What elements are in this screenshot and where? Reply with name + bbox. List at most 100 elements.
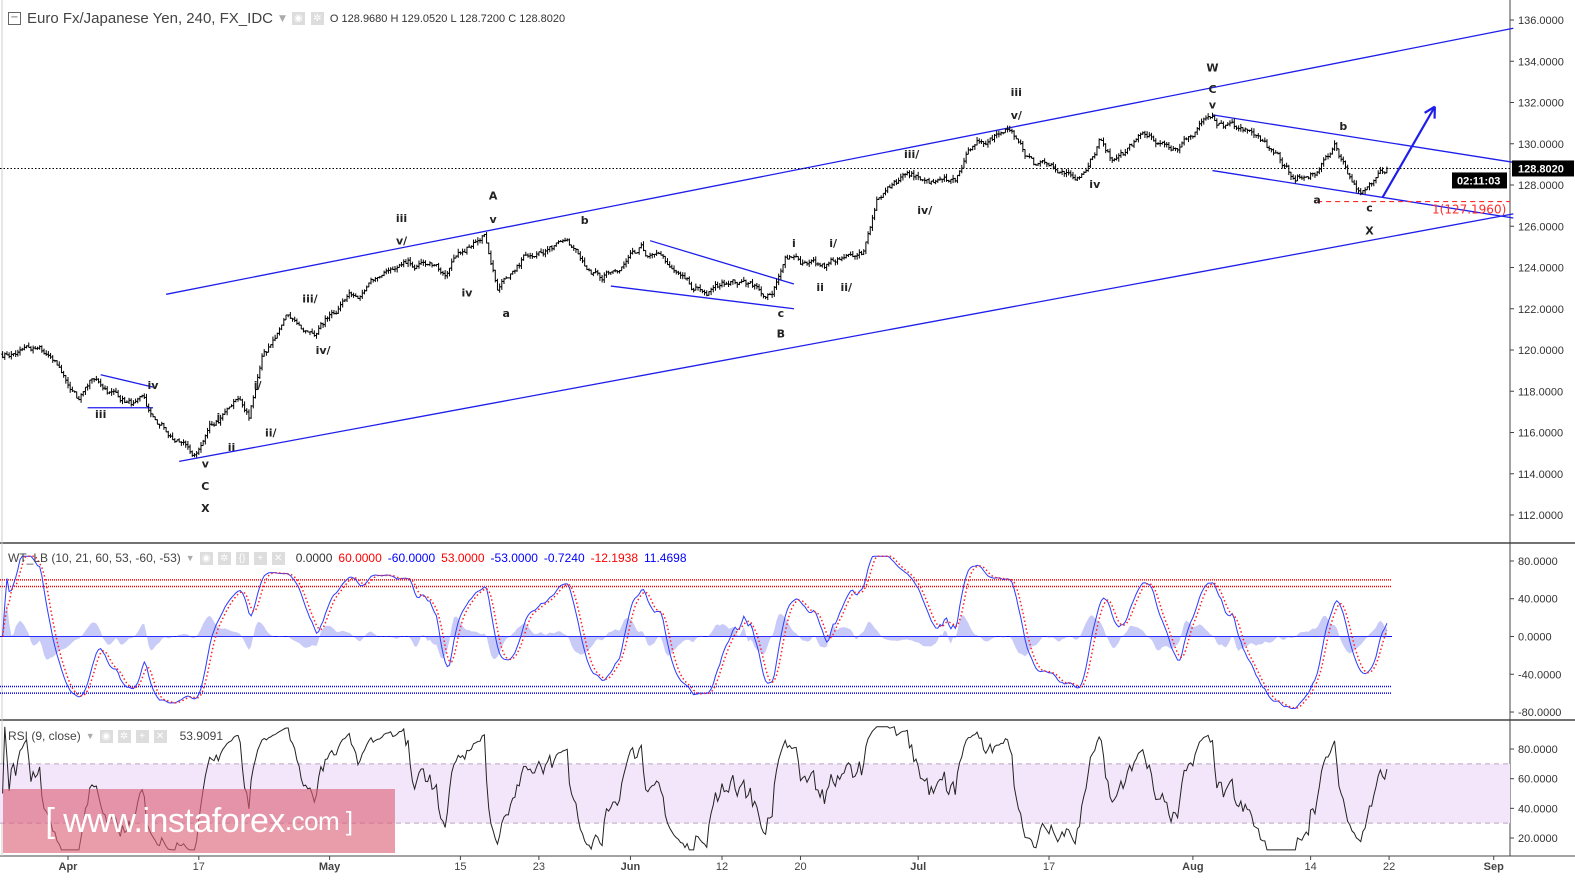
open-label: O: [329, 12, 339, 25]
price-tick-label: 136.0000: [1518, 15, 1564, 27]
eye-icon[interactable]: ◉: [199, 551, 213, 565]
low-value: 128.7200: [459, 12, 506, 25]
time-tick-label: Sep: [1484, 861, 1504, 873]
time-axis-bg: [0, 857, 1575, 880]
ohlc-values: O 128.9680 H 129.0520 L 128.7200 C 128.8…: [330, 13, 565, 25]
wt-value: -53.0000: [490, 551, 538, 565]
price-tick-label: 112.0000: [1518, 510, 1563, 522]
axes[interactable]: 112.0000114.0000116.0000118.0000120.0000…: [59, 15, 1574, 873]
collapse-icon[interactable]: −: [8, 12, 21, 25]
wave-label: iii: [396, 212, 407, 225]
close-icon[interactable]: ✕: [153, 729, 167, 743]
price-tick-label: 134.0000: [1518, 56, 1564, 68]
trendline-lower-channel: [179, 213, 1514, 463]
rsi-tick-label: 80.0000: [1518, 744, 1558, 756]
wave-label: C: [1208, 83, 1216, 96]
wave-label: v/: [396, 235, 408, 248]
rsi-line: [2, 726, 1388, 851]
rsi-legend: RSI (9, close) ▼ ◉ ✲ + ✕ 53.9091: [8, 729, 223, 743]
symbol-title[interactable]: Euro Fx/Japanese Yen, 240, FX_IDC: [27, 10, 273, 27]
wave-label: ii/: [840, 281, 853, 294]
rsi-tick-label: 40.0000: [1518, 803, 1558, 815]
time-tick-label: Jun: [621, 861, 641, 873]
wt-title[interactable]: WT_LB (10, 21, 60, 53, -60, -53): [8, 551, 181, 565]
trendline-june-wedge-lower: [610, 285, 795, 310]
eye-icon[interactable]: ◉: [99, 729, 113, 743]
rsi-title[interactable]: RSI (9, close): [8, 729, 81, 743]
rsi-value: 53.9091: [179, 729, 223, 743]
wave-label: v: [490, 213, 498, 226]
wave-label: W: [1206, 61, 1218, 74]
time-tick-label: 20: [794, 861, 806, 873]
wt-legend: WT_LB (10, 21, 60, 53, -60, -53) ▼ ◉ ✲ {…: [8, 551, 687, 565]
chevron-down-icon[interactable]: ▼: [85, 731, 95, 741]
bar-countdown-label: 02:11:03: [1457, 175, 1500, 187]
gear-icon[interactable]: ✲: [117, 729, 131, 743]
countdown-badge: [1452, 172, 1507, 189]
projection-arrow: [1381, 106, 1436, 198]
time-tick-label: Aug: [1182, 861, 1203, 873]
target-level-label: 1(127.1960): [1432, 203, 1506, 217]
trendline-upper-channel: [165, 27, 1514, 295]
chevron-down-icon[interactable]: ▼: [278, 13, 286, 24]
price-tick-label: 114.0000: [1518, 469, 1563, 481]
gear-icon[interactable]: ✲: [310, 12, 324, 25]
current-price-badge: [1512, 160, 1574, 177]
wave-label: a: [502, 307, 509, 320]
time-tick-label: 23: [533, 861, 545, 873]
wave-label: B: [777, 328, 785, 341]
plus-icon[interactable]: +: [135, 729, 149, 743]
wave-label: c: [778, 307, 785, 320]
rsi-tick-label: 20.0000: [1518, 833, 1558, 845]
wave-label: X: [1365, 224, 1374, 237]
price-bars: [1, 112, 1389, 458]
close-label: C: [508, 12, 517, 25]
close-icon[interactable]: ✕: [271, 551, 285, 565]
wt-tick-label: 40.0000: [1518, 594, 1558, 606]
price-tick-label: 120.0000: [1518, 345, 1564, 357]
wave-label: i/: [254, 379, 263, 392]
wt-tick-label: 80.0000: [1518, 556, 1558, 568]
close-value: 128.8020: [519, 12, 566, 25]
trendline-august-channel-lower: [1212, 169, 1514, 219]
wt-tick-label: -40.0000: [1518, 669, 1561, 681]
wt-value: 60.0000: [338, 551, 382, 565]
wave-label: i/: [829, 237, 838, 250]
wt-value: 53.0000: [441, 551, 485, 565]
trendline-april-triangle-upper: [100, 374, 154, 388]
wave-label: ii: [228, 441, 236, 454]
source-code-icon[interactable]: {}: [235, 551, 249, 565]
price-tick-label: 128.0000: [1518, 180, 1564, 192]
wave-label: A: [489, 189, 498, 202]
wave-label: v: [202, 457, 210, 470]
time-tick-label: 17: [193, 861, 205, 873]
wt-tick-label: 0.0000: [1518, 632, 1552, 644]
wave-label: iii: [95, 408, 106, 421]
symbol-legend: − Euro Fx/Japanese Yen, 240, FX_IDC ▼ ◉ …: [8, 10, 565, 27]
wave-label: X: [201, 502, 210, 515]
chevron-down-icon[interactable]: ▼: [185, 553, 195, 563]
wave-label: i: [792, 237, 796, 250]
wt-value: -0.7240: [543, 551, 585, 565]
wave-label: iii: [1011, 86, 1022, 99]
low-label: L: [450, 12, 457, 25]
wave-label: ii: [816, 281, 824, 294]
high-label: H: [390, 12, 399, 25]
time-tick-label: 15: [454, 861, 466, 873]
gear-icon[interactable]: ✲: [217, 551, 231, 565]
trendline-june-wedge-upper: [649, 240, 795, 285]
trendlines[interactable]: 1(127.1960): [0, 27, 1514, 463]
plus-icon[interactable]: +: [253, 551, 267, 565]
wave-label: iii/: [904, 148, 920, 161]
wave-label: iii/: [302, 292, 318, 305]
wave-label: v: [1209, 99, 1217, 112]
wave-label: b: [581, 214, 589, 227]
wt-values: 0.0000 60.0000 -60.0000 53.0000 -53.0000 -0.7…: [290, 551, 687, 565]
wt-tick-label: -80.0000: [1518, 707, 1561, 719]
wt-value: -60.0000: [387, 551, 436, 565]
eye-icon[interactable]: ◉: [291, 12, 305, 25]
